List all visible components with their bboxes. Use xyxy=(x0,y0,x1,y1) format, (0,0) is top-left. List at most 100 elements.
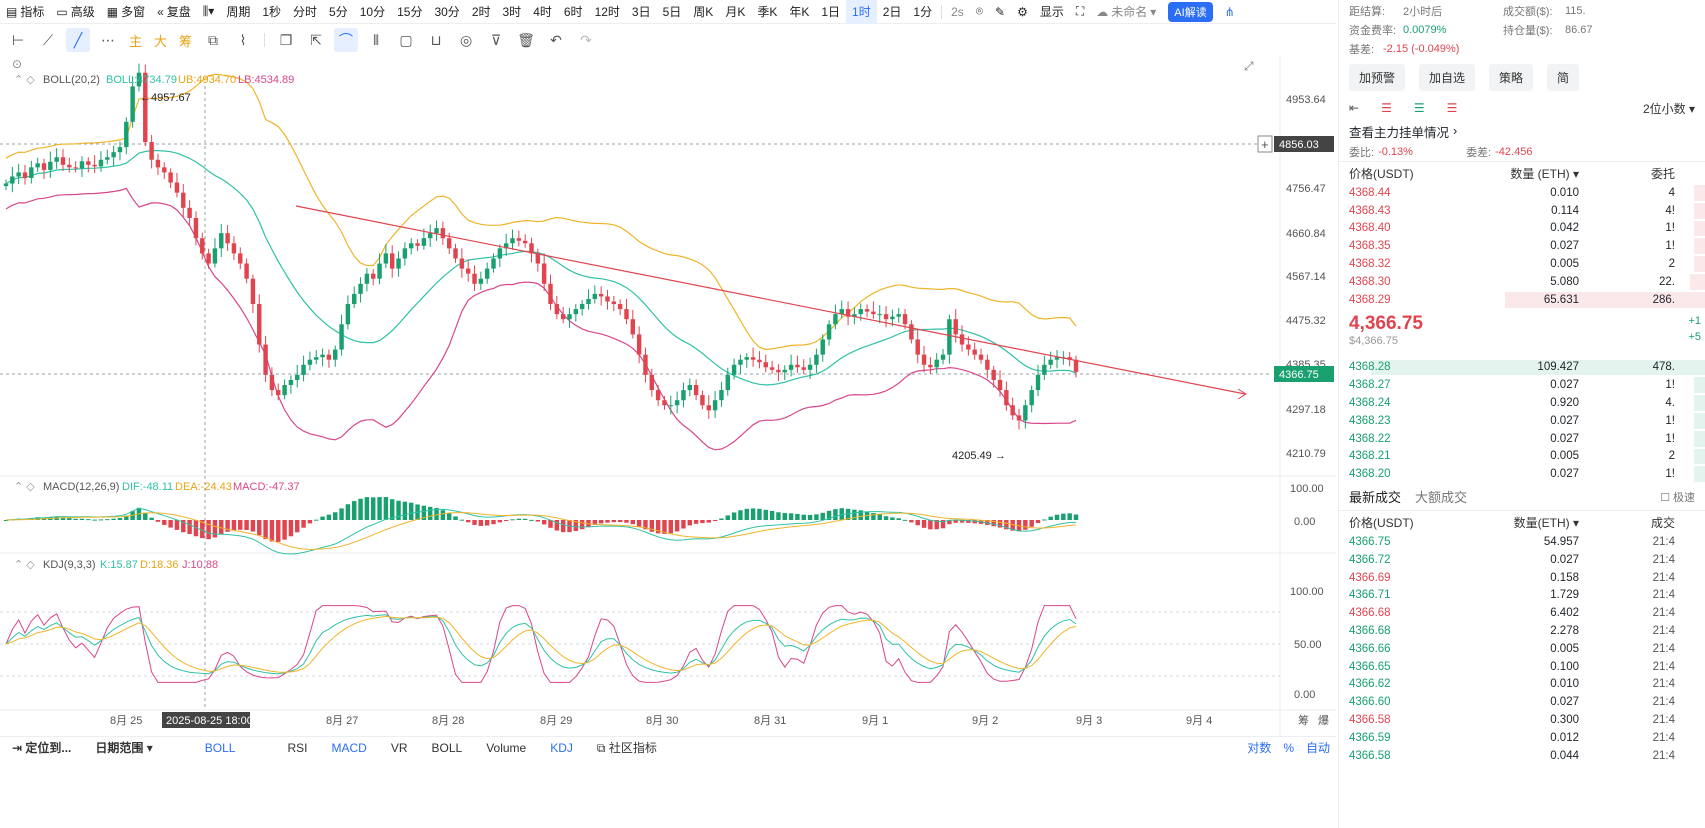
asks-row[interactable]: 4368.32 0.005 2 xyxy=(1339,255,1705,273)
visibility-icon[interactable]: ◎ xyxy=(459,31,473,48)
asks-row[interactable]: 4368.35 0.027 1! xyxy=(1339,237,1705,255)
interval-6[interactable]: 2时 xyxy=(471,5,491,19)
compact-icon[interactable]: ☰ xyxy=(1446,101,1458,115)
interval-7[interactable]: 3时 xyxy=(502,5,522,19)
date-range-button[interactable]: 日期范围 ▾ xyxy=(95,741,153,755)
redo-icon[interactable]: ↷ xyxy=(580,31,592,48)
interval-16[interactable]: 年K xyxy=(789,5,810,19)
bids-row[interactable]: 4368.23 0.027 1! xyxy=(1339,412,1705,430)
measure-icon[interactable]: ⫴ xyxy=(373,31,379,48)
add-alert-button[interactable]: 加预警 xyxy=(1349,63,1406,91)
display-button[interactable]: 显示 xyxy=(1039,5,1064,19)
both-sides-icon[interactable]: ⇤ xyxy=(1349,101,1360,115)
indicator-rsi[interactable]: RSI xyxy=(287,740,308,755)
percent-scale-toggle[interactable]: % xyxy=(1283,740,1294,755)
undo-icon[interactable]: ↶ xyxy=(550,31,562,48)
lock-icon[interactable]: ⊔ xyxy=(430,31,442,48)
note-icon[interactable]: ▢ xyxy=(399,31,413,48)
pen-icon[interactable]: ✎ xyxy=(995,4,1006,19)
main-indicator-boll[interactable]: BOLL xyxy=(204,740,236,755)
advanced-button[interactable]: ▭ 高级 xyxy=(56,4,95,20)
strategy-button[interactable]: 策略 xyxy=(1489,63,1534,91)
indicator-volume[interactable]: Volume xyxy=(486,740,527,755)
eye-icon[interactable]: ⌃ ◇ xyxy=(14,74,35,86)
interval-0[interactable]: 1秒 xyxy=(262,5,282,19)
fast-mode-checkbox[interactable]: ☐ 极速 xyxy=(1660,491,1695,504)
bids-row[interactable]: 4368.28 109.427 478. xyxy=(1339,359,1705,377)
bids-row[interactable]: 4368.22 0.027 1! xyxy=(1339,430,1705,448)
precision-selector[interactable]: 2位小数 ▾ xyxy=(1642,101,1695,116)
copy-icon[interactable]: ❐ xyxy=(279,31,293,48)
tab-large-trades[interactable]: 大额成交 xyxy=(1415,490,1468,506)
trendline-tool-icon[interactable]: ╱ xyxy=(66,28,90,52)
interval-14[interactable]: 月K xyxy=(725,5,746,19)
trade-qty-unit-selector[interactable]: 数量(ETH) ▾ xyxy=(1513,515,1579,530)
layout-selector[interactable]: ☁ 未命名 ▾ xyxy=(1096,4,1157,20)
eye-icon[interactable]: ⌃ ◇ xyxy=(14,559,35,571)
period-button[interactable]: 周期 xyxy=(226,5,251,19)
qty-unit-selector[interactable]: 数量 (ETH) ▾ xyxy=(1510,166,1579,181)
ai-read-button[interactable]: AI解读 xyxy=(1162,0,1218,24)
expand-icon[interactable]: ⤢ xyxy=(1243,59,1254,73)
chip-toggle[interactable]: 筹 xyxy=(1298,713,1309,727)
bids-row[interactable]: 4368.20 0.027 1! xyxy=(1339,465,1705,483)
interval-4[interactable]: 15分 xyxy=(397,5,423,19)
trendline-drawing[interactable] xyxy=(295,205,1246,395)
add-alert-button[interactable] xyxy=(1257,135,1273,153)
asks-row[interactable]: 4368.29 65.631 286. xyxy=(1339,291,1705,309)
indicator-button[interactable]: ▤ 指标 xyxy=(6,4,45,20)
more-tools-icon[interactable]: ⋯ xyxy=(101,31,115,48)
asks-row[interactable]: 4368.43 0.114 4! xyxy=(1339,202,1705,220)
chart-type-button[interactable]: ⫼▾ xyxy=(197,0,221,24)
line-tool-icon[interactable]: ⊢ xyxy=(11,31,25,48)
asks-row[interactable]: 4368.44 0.010 4 xyxy=(1339,184,1705,202)
settings-icon[interactable]: ⚙ xyxy=(1017,4,1028,19)
auto-scale-toggle[interactable]: 自动 xyxy=(1305,741,1330,755)
interval-1[interactable]: 分时 xyxy=(293,5,318,19)
interval-15[interactable]: 季K xyxy=(757,5,778,19)
interval-8[interactable]: 4时 xyxy=(533,5,552,19)
indicator-macd[interactable]: MACD xyxy=(331,740,367,755)
asks-row[interactable]: 4368.40 0.042 1! xyxy=(1339,220,1705,238)
indicator-vr[interactable]: VR xyxy=(390,740,408,755)
interval-12[interactable]: 5日 xyxy=(662,5,682,19)
brush-icon[interactable]: ⌇ xyxy=(239,31,247,48)
trash-icon[interactable]: 🗑 xyxy=(517,31,535,48)
collapse-icon[interactable]: ⊙ xyxy=(12,57,22,71)
main-orders-link[interactable]: 查看主力挂单情况 › xyxy=(1349,124,1458,140)
interval-11[interactable]: 3日 xyxy=(631,5,651,19)
bids-row[interactable]: 4368.21 0.005 2 xyxy=(1339,448,1705,466)
bids-row[interactable]: 4368.24 0.920 4. xyxy=(1339,394,1705,412)
interval-5[interactable]: 30分 xyxy=(434,5,460,19)
interval-17[interactable]: 1日 xyxy=(821,5,841,19)
interval-2[interactable]: 5分 xyxy=(329,5,348,19)
asks-row[interactable]: 4368.30 5.080 22. xyxy=(1339,273,1705,291)
speed-selector[interactable]: 2s xyxy=(951,4,964,19)
tab-latest-trades[interactable]: 最新成交 xyxy=(1349,490,1402,506)
indicator-boll[interactable]: BOLL xyxy=(431,740,463,755)
eye-icon[interactable]: ⌃ ◇ xyxy=(14,481,35,493)
simple-button[interactable]: 简 xyxy=(1547,63,1580,91)
interval-20[interactable]: 1分 xyxy=(913,5,933,19)
cursor-icon[interactable]: ⇱ xyxy=(310,31,322,48)
interval-9[interactable]: 6时 xyxy=(563,5,583,19)
interval-18[interactable]: 1时 xyxy=(846,0,877,24)
share-icon[interactable]: ⋔ xyxy=(1224,4,1235,19)
locate-button[interactable]: ⇥ 定位到... xyxy=(12,741,72,755)
community-indicator-button[interactable]: ⧉ 社区指标 xyxy=(596,741,657,755)
chip-button[interactable]: 筹 xyxy=(179,33,193,49)
bids-row[interactable]: 4368.27 0.027 1! xyxy=(1339,376,1705,394)
interval-3[interactable]: 10分 xyxy=(359,5,386,19)
main-force-button[interactable]: 主 xyxy=(129,33,143,49)
snapshot-icon[interactable]: ⧉ xyxy=(208,31,219,48)
multi-window-button[interactable]: ▦ 多窗 xyxy=(106,4,146,20)
fullscreen-icon[interactable]: ⛶ xyxy=(1075,4,1085,18)
interval-10[interactable]: 12时 xyxy=(594,5,620,19)
indicator-kdj[interactable]: KDJ xyxy=(550,740,573,755)
magnet-icon[interactable]: ⌒ xyxy=(334,28,359,52)
interval-19[interactable]: 2日 xyxy=(882,5,902,19)
asks-only-icon[interactable]: ☰ xyxy=(1381,101,1392,115)
add-watchlist-button[interactable]: 加自选 xyxy=(1419,63,1476,91)
chart-area[interactable]: 4953.64 4756.47 4660.84 4567.14 4475.32 … xyxy=(0,56,1336,736)
candlestick-chart[interactable]: 4953.64 4756.47 4660.84 4567.14 4475.32 … xyxy=(0,56,1336,736)
